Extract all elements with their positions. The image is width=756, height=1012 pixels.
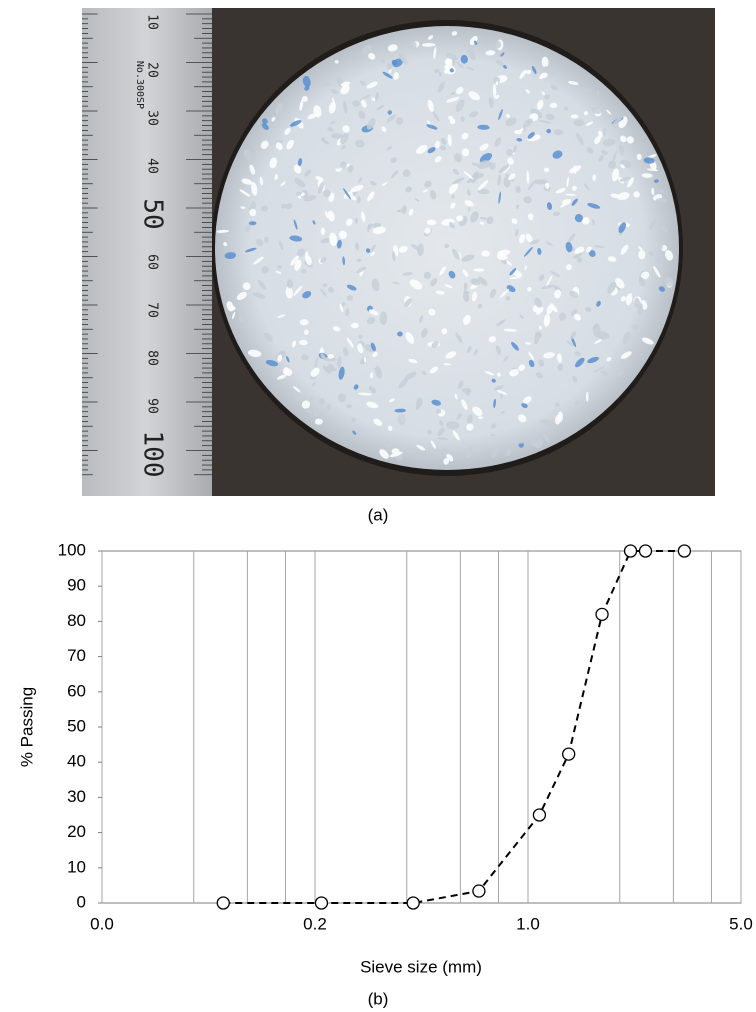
data-line	[223, 551, 684, 903]
data-point	[217, 897, 229, 909]
ruler-label: 60	[145, 254, 160, 270]
x-tick-label: 0.2	[303, 914, 327, 933]
y-tick-label: 0	[77, 892, 86, 911]
y-tick-label: 40	[67, 752, 86, 771]
data-point	[640, 545, 652, 557]
y-tick-label: 50	[67, 716, 86, 735]
y-tick-label: 30	[67, 787, 86, 806]
data-point	[407, 897, 419, 909]
data-point	[533, 809, 545, 821]
flake	[321, 228, 325, 236]
x-tick-label: 1.0	[516, 914, 540, 933]
y-tick-label: 80	[67, 611, 86, 630]
x-tick-label: 0.0	[90, 914, 114, 933]
flake	[380, 311, 387, 325]
y-tick-label: 90	[67, 576, 86, 595]
flake	[586, 392, 589, 402]
data-point	[625, 545, 637, 557]
panel-label: (a)	[368, 505, 389, 524]
figure: 102030405060708090100No.300SP (a) % Pass…	[0, 0, 756, 1012]
ruler-label: 90	[145, 398, 160, 414]
y-tick-label: 60	[67, 681, 86, 700]
flake	[436, 409, 442, 414]
data-point	[678, 545, 690, 557]
x-tick-label: 5.0	[729, 914, 753, 933]
ruler-label: 10	[145, 14, 160, 30]
y-tick-label: 20	[67, 822, 86, 841]
y-tick-label: 10	[67, 857, 86, 876]
ruler-label: 40	[145, 158, 160, 174]
ruler-label: 30	[145, 110, 160, 126]
ruler-brand: No.300SP	[134, 61, 145, 109]
flake	[573, 119, 584, 126]
ruler-label: 100	[138, 431, 168, 478]
ruler-label: 20	[145, 62, 160, 78]
y-tick-label: 70	[67, 646, 86, 665]
x-axis-label: Sieve size (mm)	[360, 957, 482, 976]
page: {"figure": {"label_a": "(a)", "label_b":…	[0, 0, 756, 1012]
ruler-label: 80	[145, 350, 160, 366]
data-point	[315, 897, 327, 909]
ruler	[82, 8, 212, 496]
data-point	[563, 748, 575, 760]
y-axis-label: % Passing	[17, 687, 36, 767]
data-point	[596, 608, 608, 620]
photo: 10 20 30 40 50 60 70 80 90 100 No.300SP	[82, 8, 715, 496]
data-point	[473, 885, 485, 897]
flake	[462, 388, 472, 393]
plot-frame	[102, 551, 741, 903]
panel-label: (b)	[368, 989, 389, 1008]
y-tick-label: 100	[58, 540, 86, 559]
ruler-label: 50	[138, 198, 168, 229]
flake	[461, 116, 465, 121]
ruler-label: 70	[145, 302, 160, 318]
